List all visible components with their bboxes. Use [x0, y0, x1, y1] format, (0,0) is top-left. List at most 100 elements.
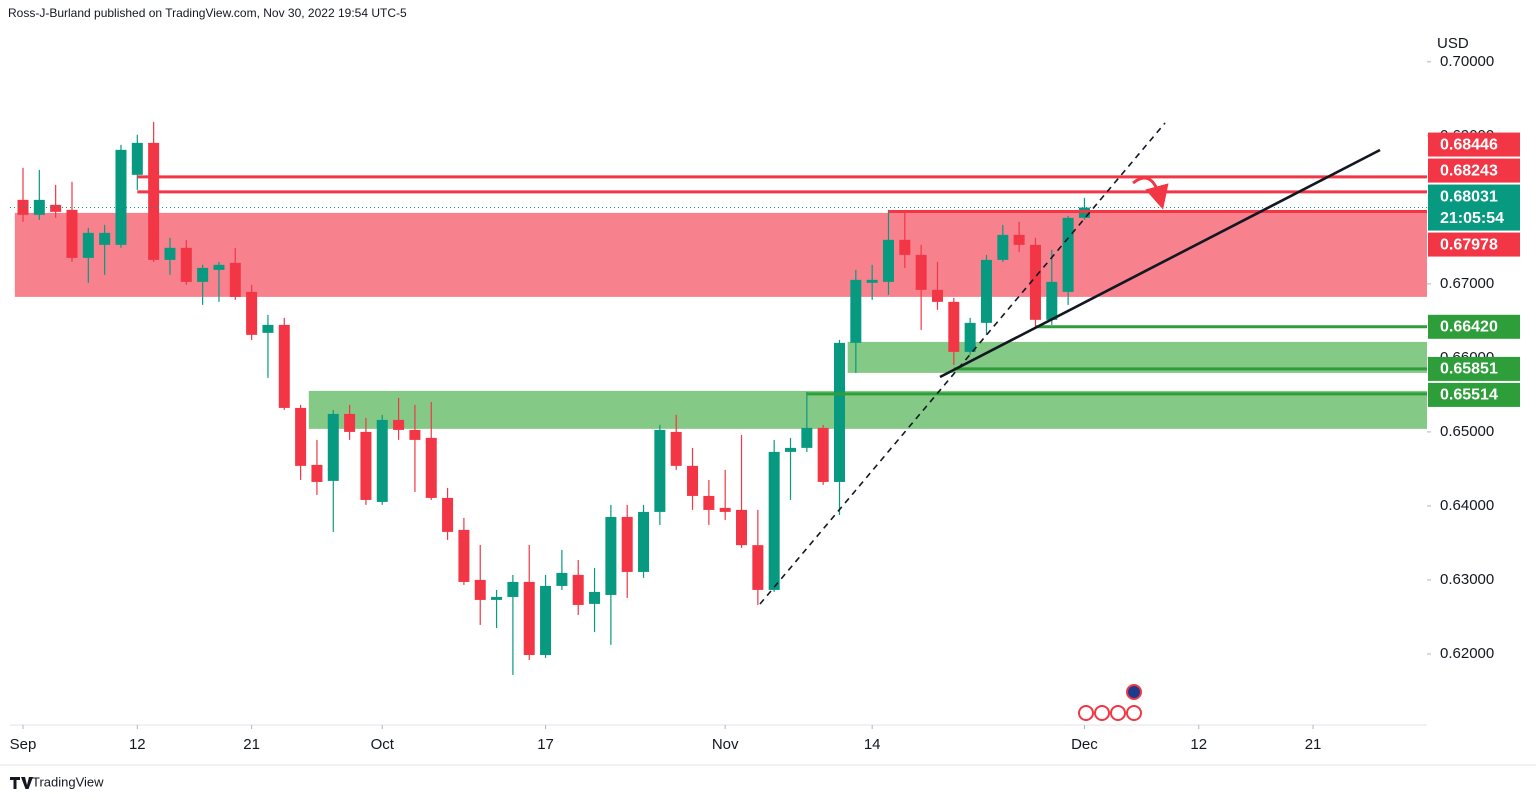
price-box	[1428, 184, 1520, 231]
candle-body	[556, 572, 568, 586]
candle-body	[687, 465, 699, 496]
candle-body	[523, 581, 535, 655]
candle-body	[229, 262, 241, 297]
candle-body	[997, 234, 1009, 260]
drawings	[759, 122, 1381, 721]
chart-title: Ross-J-Burland published on TradingView.…	[8, 6, 407, 20]
y-tick-label: 0.62000	[1440, 645, 1494, 662]
candle-body	[507, 581, 519, 597]
brand: TradingView	[32, 774, 104, 789]
candle-body	[376, 419, 388, 502]
candle-body	[197, 267, 209, 282]
candle-body	[817, 427, 829, 482]
price-label: 0.68243	[1440, 162, 1498, 179]
plot-area	[10, 121, 1427, 675]
candle-body	[295, 407, 307, 466]
candle-body	[327, 413, 339, 481]
candle-body	[311, 464, 323, 482]
countdown: 21:05:54	[1440, 210, 1504, 227]
candle-body	[442, 497, 454, 532]
y-tick-label: 0.63000	[1440, 571, 1494, 588]
y-axis-label: USD	[1437, 35, 1469, 52]
candle-body	[915, 254, 927, 290]
candle-body	[278, 324, 290, 408]
candle-body	[866, 279, 878, 283]
x-tick-label: 12	[129, 736, 146, 753]
candle-body	[148, 142, 160, 260]
y-tick-label: 0.67000	[1440, 275, 1494, 292]
x-tick-label: 17	[537, 736, 554, 753]
event-icons	[1078, 684, 1142, 721]
price-label: 0.65514	[1440, 387, 1498, 404]
candle-body	[425, 437, 437, 498]
candle-body	[1046, 281, 1058, 320]
candle-body	[213, 264, 225, 270]
candle-body	[66, 209, 78, 258]
candle-body	[850, 279, 862, 343]
candle-body	[654, 429, 666, 512]
candle-body	[409, 429, 421, 440]
price-label: 0.68031	[1440, 188, 1498, 205]
candle-body	[703, 495, 715, 510]
candle-body	[801, 427, 813, 448]
candle-body	[785, 447, 797, 452]
candle-body	[164, 247, 176, 260]
candle-body	[491, 596, 503, 600]
candle-body	[1062, 217, 1074, 292]
candle-body	[589, 591, 601, 604]
price-box	[1428, 232, 1520, 257]
candle-body	[82, 232, 94, 258]
trendline	[939, 148, 1381, 379]
logo	[10, 777, 33, 789]
x-tick-label: 21	[1305, 736, 1322, 753]
price-label: 0.68446	[1440, 136, 1498, 153]
candle-body	[360, 431, 372, 500]
candle-body	[834, 342, 845, 482]
candle-body	[1013, 234, 1025, 245]
candle-body	[131, 142, 143, 175]
price-box	[1428, 356, 1520, 381]
dashed-trendline	[759, 122, 1166, 605]
candle-body	[474, 579, 486, 600]
candle-body	[736, 509, 748, 546]
candle-body	[50, 204, 62, 212]
candle-body	[180, 247, 192, 282]
candle-body	[99, 232, 111, 245]
candle-body	[670, 431, 682, 466]
price-label: 0.67978	[1440, 236, 1498, 253]
x-tick-label: Oct	[371, 736, 395, 753]
candle-body	[393, 419, 405, 430]
x-tick-label: Nov	[712, 736, 739, 753]
candle-body	[458, 529, 470, 582]
candle-body	[768, 451, 780, 590]
candle-body	[948, 301, 960, 352]
y-tick-label: 0.65000	[1440, 423, 1494, 440]
price-label: 0.66420	[1440, 319, 1498, 336]
candle-body	[246, 291, 258, 335]
zone	[14, 212, 1427, 297]
price-label: 0.65851	[1440, 361, 1498, 378]
arrow	[1132, 176, 1169, 210]
candle-body	[572, 574, 584, 605]
candle-body	[719, 507, 731, 512]
x-tick-label: Dec	[1071, 736, 1098, 753]
candle-body	[115, 149, 127, 245]
candle-body	[931, 289, 943, 302]
candle-body	[1029, 244, 1041, 320]
candle-body	[621, 516, 633, 572]
candle-body	[605, 516, 617, 595]
x-tick-label: 12	[1190, 736, 1207, 753]
y-tick-label: 0.70000	[1440, 53, 1494, 70]
candle-body	[964, 322, 976, 352]
zone	[308, 390, 1427, 429]
candle-body	[638, 511, 650, 572]
x-tick-label: Sep	[10, 736, 37, 753]
candle-body	[262, 324, 274, 333]
candle-body	[882, 239, 894, 282]
x-tick-label: 21	[243, 736, 260, 753]
candle-body	[980, 259, 992, 323]
candle-body	[540, 585, 552, 655]
candle-body	[899, 239, 911, 255]
price-box	[1428, 314, 1520, 339]
